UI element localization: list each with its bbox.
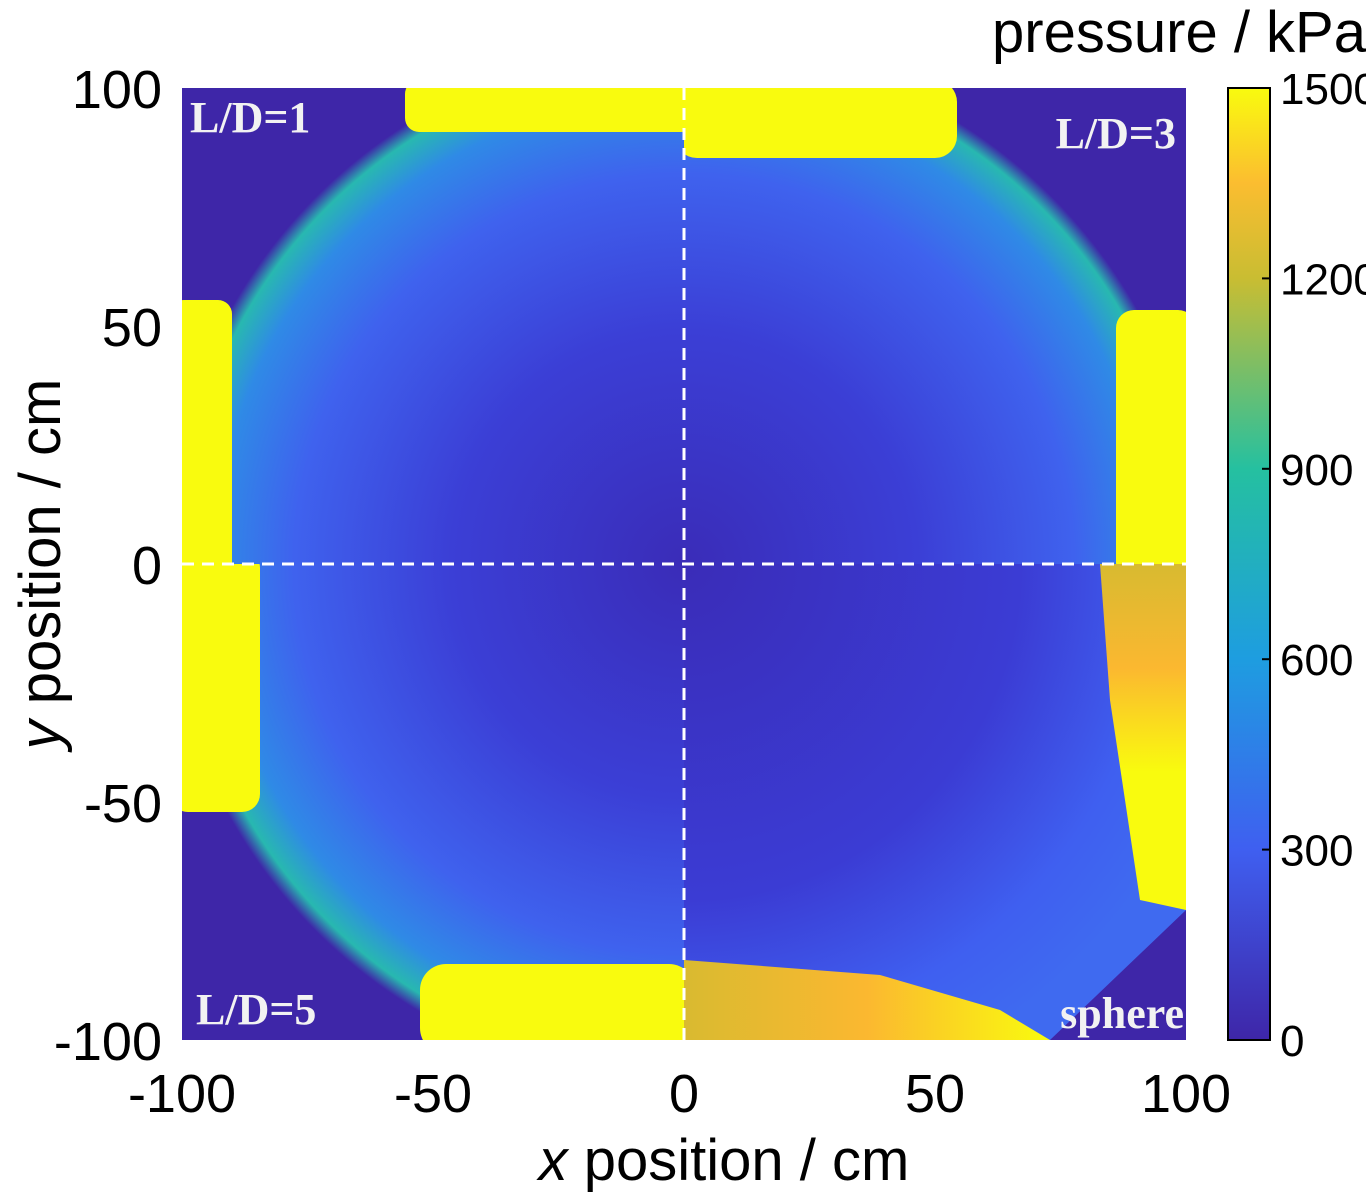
colorbar: 0 300 600 900 1200 1500 pressure / kPa (992, 0, 1366, 1066)
colorbar-tick-label: 1500 (1280, 65, 1366, 114)
y-axis-label: y position / cm (8, 379, 73, 754)
x-tick-label: 0 (669, 1064, 699, 1124)
quadrant-top-left (182, 88, 684, 564)
x-tick-label: -50 (394, 1064, 472, 1124)
panel-label-top-left: L/D=1 (190, 93, 310, 142)
y-tick-label: 0 (132, 536, 162, 596)
colorbar-tick-label: 1200 (1280, 255, 1366, 304)
x-tick-label: 50 (905, 1064, 965, 1124)
quadrant-bottom-right (684, 564, 1186, 1040)
colorbar-tick-label: 900 (1280, 446, 1353, 495)
panel-label-bottom-left: L/D=5 (196, 985, 316, 1034)
heatmap: L/D=1 L/D=3 L/D=5 sphere (182, 88, 1186, 1040)
quadrant-bottom-left (182, 564, 684, 1040)
colorbar-tick-label: 600 (1280, 636, 1353, 685)
y-tick-label: -50 (84, 774, 162, 834)
x-tick-labels: -100 -50 0 50 100 (128, 1064, 1231, 1124)
colorbar-tick-label: 0 (1280, 1017, 1304, 1066)
x-axis-label: x position / cm (536, 1128, 910, 1193)
quadrant-top-right (684, 88, 1186, 564)
panel-label-top-right: L/D=3 (1056, 109, 1176, 158)
colorbar-label: pressure / kPa (992, 0, 1366, 65)
y-tick-label: -100 (54, 1012, 162, 1072)
panel-label-bottom-right: sphere (1060, 989, 1184, 1038)
y-tick-labels: -100 -50 0 50 100 (54, 60, 162, 1072)
y-tick-label: 50 (102, 298, 162, 358)
x-tick-label: 100 (1141, 1064, 1231, 1124)
colorbar-ticks: 0 300 600 900 1200 1500 (1262, 65, 1366, 1066)
y-tick-label: 100 (72, 60, 162, 120)
colorbar-gradient (1227, 87, 1271, 1041)
x-tick-label: -100 (128, 1064, 236, 1124)
colorbar-tick-label: 300 (1280, 827, 1353, 876)
